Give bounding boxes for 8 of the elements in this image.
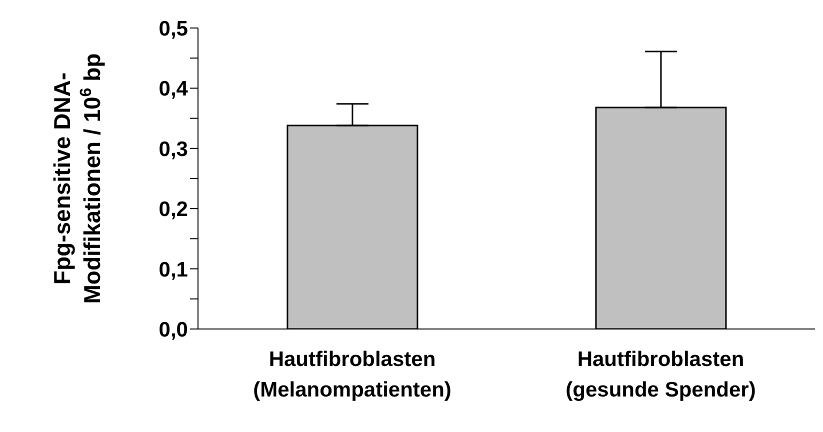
- y-tick-label: 0,2: [158, 198, 188, 222]
- y-tick-label: 0,4: [158, 78, 188, 101]
- y-tick-label: 0,0: [158, 318, 188, 342]
- x-tick-label: Hautfibroblasten (gesunde Spender): [566, 348, 756, 402]
- y-tick-label: 0,3: [158, 138, 188, 161]
- x-tick-label: Hautfibroblasten (Melanompatienten): [253, 348, 452, 402]
- y-tick-label: 0,1: [158, 258, 188, 282]
- y-tick-label: 0,5: [158, 17, 188, 40]
